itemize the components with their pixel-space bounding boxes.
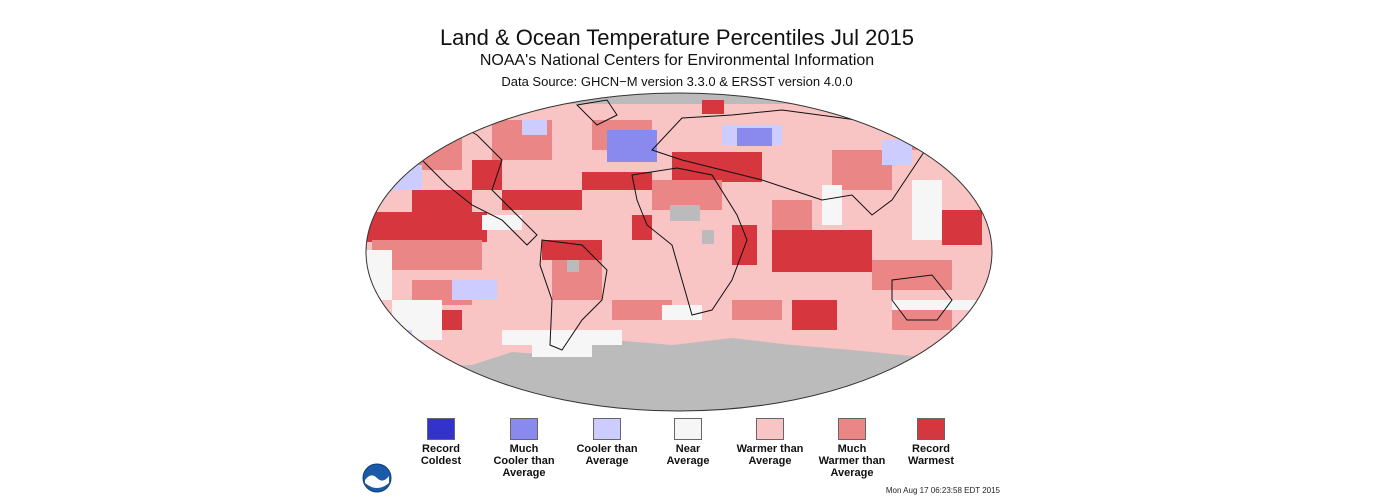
legend-swatch xyxy=(838,418,866,440)
legend-swatch xyxy=(427,418,455,440)
legend-swatch xyxy=(756,418,784,440)
legend-swatch xyxy=(593,418,621,440)
record-warm-regions xyxy=(367,100,982,330)
near-average-regions xyxy=(366,180,992,357)
legend-item: Near Average xyxy=(648,418,728,467)
legend-label: Much Warmer than Average xyxy=(818,443,886,479)
legend-item: Much Cooler than Average xyxy=(484,418,564,479)
legend-item: Record Warmest xyxy=(891,418,971,467)
arctic-no-data xyxy=(492,93,872,104)
legend-swatch xyxy=(917,418,945,440)
legend-label: Record Coldest xyxy=(420,443,462,467)
data-source-note: Data Source: GHCN−M version 3.3.0 & ERSS… xyxy=(501,74,853,89)
legend-swatch xyxy=(674,418,702,440)
timestamp: Mon Aug 17 06:23:58 EDT 2015 xyxy=(885,486,1000,495)
legend-item: Warmer than Average xyxy=(730,418,810,467)
coastlines xyxy=(411,99,953,351)
land-no-data xyxy=(567,205,714,272)
legend-item: Cooler than Average xyxy=(567,418,647,467)
legend-swatch xyxy=(510,418,538,440)
legend-item: Much Warmer than Average xyxy=(812,418,892,479)
map-outline xyxy=(365,92,993,412)
legend-label: Near Average xyxy=(666,443,710,467)
legend-label: Warmer than Average xyxy=(736,443,804,467)
legend-label: Record Warmest xyxy=(907,443,955,467)
map-title: Land & Ocean Temperature Percentiles Jul… xyxy=(439,25,915,50)
legend-label: Cooler than Average xyxy=(576,443,638,467)
noaa-logo-icon xyxy=(362,463,392,498)
legend-item: Record Coldest xyxy=(401,418,481,467)
map-panel: Land & Ocean Temperature Percentiles Jul… xyxy=(352,0,1002,500)
world-map xyxy=(365,92,993,412)
much-cooler-regions xyxy=(607,128,772,162)
map-fill-layer xyxy=(366,93,992,411)
legend-label: Much Cooler than Average xyxy=(493,443,555,479)
map-subtitle: NOAA's National Centers for Environmenta… xyxy=(479,52,875,69)
